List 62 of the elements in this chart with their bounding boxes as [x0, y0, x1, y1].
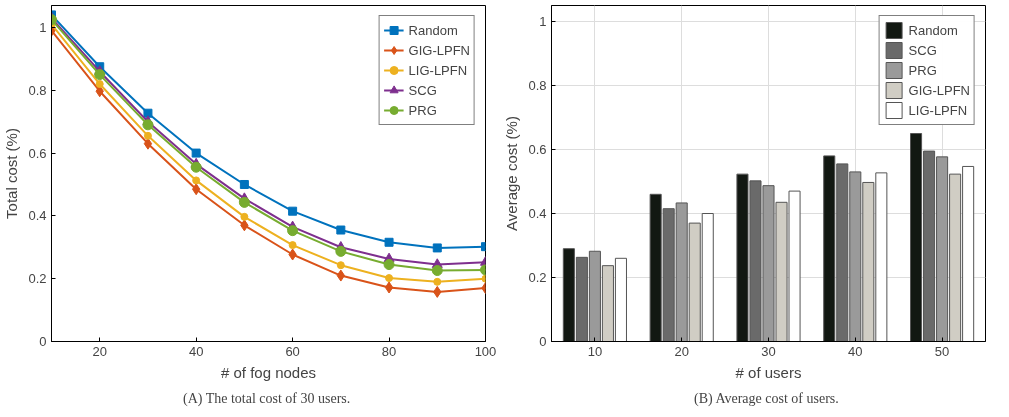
y-tick-label: 0.2	[28, 271, 47, 287]
point	[238, 196, 250, 208]
text: (B) Average cost of users.	[693, 390, 839, 407]
legend-label: GIG-LPFN	[908, 82, 970, 98]
point	[433, 277, 442, 286]
point	[287, 225, 299, 237]
x-tick-label: 10	[587, 343, 603, 359]
point	[288, 206, 298, 216]
y-tick-label: 1	[539, 14, 547, 29]
point	[190, 161, 202, 173]
point	[384, 237, 394, 247]
y-tick-label: 0	[39, 334, 47, 349]
point	[94, 69, 106, 81]
y-axis-title: Total cost (%)	[3, 128, 21, 219]
x-tick-label: 50	[934, 343, 950, 359]
legend-label: GIG-LPFN	[408, 42, 470, 58]
x-tick-label: 60	[285, 343, 300, 359]
y-tick-label: 0.6	[28, 145, 47, 161]
x-tick-label: 20	[674, 343, 689, 359]
y-axis-title: Average cost (%)	[503, 116, 521, 231]
point	[95, 80, 104, 88]
y-tick-label: 0.2	[528, 270, 547, 285]
x-tick-label: 100	[474, 343, 497, 359]
x-tick-label: 20	[92, 343, 107, 359]
y-tick-label: 0.8	[28, 82, 47, 98]
legend-label: Random	[908, 22, 958, 38]
point	[383, 259, 395, 271]
legend-label: Random	[408, 22, 458, 38]
legend-label: LIG-LPFN	[908, 102, 968, 118]
y-tick-label: 0.4	[528, 206, 547, 221]
legend-label: LIG-LPFN	[408, 62, 468, 78]
y-tick-label: 0.4	[28, 208, 47, 224]
y-tick-label: 0	[539, 334, 547, 349]
legend-label: PRG	[908, 62, 937, 78]
point	[191, 148, 201, 158]
point	[288, 241, 297, 250]
x-tick-label: 30	[761, 343, 776, 359]
text: (A) The total cost of 30 users.	[182, 390, 351, 407]
point	[192, 176, 201, 185]
point	[335, 245, 347, 257]
x-axis-title: # of fog nodes	[220, 363, 317, 381]
point	[143, 108, 153, 118]
point	[239, 179, 249, 189]
legend-label: SCG	[908, 42, 937, 58]
x-tick-label: 40	[188, 343, 204, 359]
point	[432, 243, 442, 253]
y-tick-label: 0.6	[528, 142, 547, 157]
y-tick-label: 0.8	[528, 78, 547, 93]
x-tick-label: 80	[381, 343, 397, 359]
point	[385, 274, 394, 283]
legend-label: SCG	[408, 82, 437, 98]
point	[384, 281, 394, 294]
y-tick-label: 1	[39, 19, 47, 35]
point	[336, 261, 345, 270]
x-axis-title: # of users	[735, 363, 802, 381]
point	[142, 119, 154, 131]
x-tick-label: 40	[848, 343, 863, 359]
point	[143, 131, 152, 140]
legend-label: PRG	[408, 102, 437, 118]
point	[431, 265, 443, 277]
point	[240, 212, 249, 221]
point	[336, 225, 346, 235]
